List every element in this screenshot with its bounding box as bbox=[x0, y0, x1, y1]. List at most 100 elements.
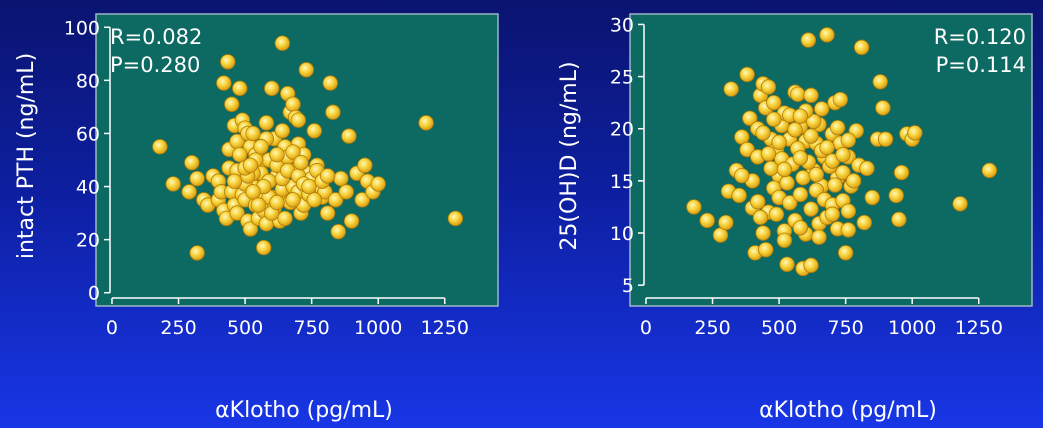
y-tick-label: 60 bbox=[76, 123, 100, 145]
data-point bbox=[835, 164, 851, 181]
data-point bbox=[803, 201, 819, 217]
data-point bbox=[277, 210, 293, 227]
data-point bbox=[739, 141, 755, 158]
x-tick-label: 500 bbox=[227, 317, 263, 339]
x-tick-label: 500 bbox=[761, 317, 797, 339]
data-point bbox=[220, 54, 236, 70]
stat-annotation: P=0.280 bbox=[110, 53, 200, 77]
data-point bbox=[832, 91, 849, 108]
y-tick-label: 100 bbox=[64, 17, 100, 39]
data-point bbox=[755, 225, 771, 241]
data-point bbox=[264, 80, 280, 97]
data-point bbox=[189, 170, 205, 187]
x-tick-label: 0 bbox=[106, 317, 118, 339]
data-point bbox=[803, 128, 819, 144]
stat-annotation: R=0.082 bbox=[110, 25, 202, 49]
x-tick-label: 250 bbox=[160, 317, 196, 339]
data-point bbox=[229, 205, 245, 221]
data-point bbox=[226, 173, 243, 189]
data-point bbox=[792, 220, 809, 236]
data-point bbox=[952, 196, 968, 212]
data-point bbox=[907, 125, 923, 141]
data-point bbox=[824, 206, 841, 222]
data-point bbox=[819, 139, 835, 156]
data-point bbox=[285, 192, 301, 208]
data-point bbox=[800, 32, 817, 48]
data-point bbox=[760, 79, 777, 95]
data-point bbox=[776, 161, 793, 178]
data-point bbox=[829, 119, 846, 136]
data-point bbox=[256, 239, 272, 256]
y-tick-label: 5 bbox=[622, 275, 634, 297]
y-tick-label: 10 bbox=[610, 223, 634, 245]
data-point bbox=[792, 108, 809, 124]
stat-annotation: P=0.114 bbox=[936, 53, 1026, 77]
data-point bbox=[803, 87, 819, 104]
data-point bbox=[269, 146, 285, 163]
data-point bbox=[306, 192, 323, 208]
data-point bbox=[224, 96, 240, 112]
data-point bbox=[856, 214, 872, 231]
data-point bbox=[811, 229, 827, 245]
data-point bbox=[338, 184, 354, 200]
data-point bbox=[354, 192, 370, 208]
data-point bbox=[819, 27, 835, 43]
data-point bbox=[322, 75, 338, 91]
data-point bbox=[718, 214, 734, 231]
x-tick-label: 1000 bbox=[354, 317, 402, 339]
data-point bbox=[319, 205, 336, 221]
data-point bbox=[274, 123, 291, 139]
data-point bbox=[165, 176, 181, 192]
data-point bbox=[795, 170, 811, 186]
data-point bbox=[343, 213, 360, 229]
data-point bbox=[893, 164, 910, 181]
y-tick-label: 20 bbox=[610, 119, 634, 141]
data-point bbox=[779, 175, 795, 191]
data-point bbox=[734, 167, 750, 184]
data-point bbox=[686, 199, 702, 215]
data-point bbox=[776, 232, 793, 249]
x-tick-label: 250 bbox=[694, 317, 730, 339]
data-point bbox=[888, 187, 904, 204]
data-point bbox=[370, 176, 386, 192]
data-point bbox=[840, 203, 857, 219]
data-point bbox=[333, 170, 349, 187]
x-tick-label: 0 bbox=[640, 317, 652, 339]
data-point bbox=[189, 245, 205, 261]
data-point bbox=[766, 111, 782, 128]
y-tick-label: 20 bbox=[76, 230, 100, 252]
data-point bbox=[864, 189, 880, 206]
data-point bbox=[285, 144, 301, 160]
y-axis-title: 25(OH)D (ng/mL) bbox=[557, 61, 582, 250]
data-point bbox=[755, 125, 771, 141]
y-axis-title: intact PTH (ng/mL) bbox=[14, 53, 39, 259]
data-point bbox=[779, 256, 795, 272]
y-tick-label: 40 bbox=[76, 177, 100, 199]
data-point bbox=[245, 184, 261, 200]
data-point bbox=[782, 195, 798, 211]
data-point bbox=[981, 162, 998, 179]
data-point bbox=[327, 192, 344, 208]
data-point bbox=[827, 177, 843, 193]
data-point bbox=[840, 222, 857, 238]
data-point bbox=[319, 168, 336, 184]
chart-25ohd: 5 10 15 20 25 30 0 250 500 750 1000 1250 R=0.120 P=0.… bbox=[557, 13, 1033, 423]
data-point bbox=[739, 66, 755, 83]
data-point bbox=[792, 186, 809, 203]
data-point bbox=[216, 75, 232, 91]
data-point bbox=[891, 211, 907, 228]
data-point bbox=[301, 178, 317, 195]
data-point bbox=[330, 223, 346, 240]
data-point bbox=[269, 194, 285, 211]
data-point bbox=[766, 94, 782, 111]
data-point bbox=[418, 115, 434, 131]
data-point bbox=[152, 139, 168, 155]
data-point bbox=[835, 147, 851, 163]
y-tick-label: 30 bbox=[610, 14, 634, 36]
data-point bbox=[298, 62, 315, 78]
data-point bbox=[752, 209, 769, 226]
data-point bbox=[242, 221, 259, 237]
data-point bbox=[877, 131, 894, 147]
